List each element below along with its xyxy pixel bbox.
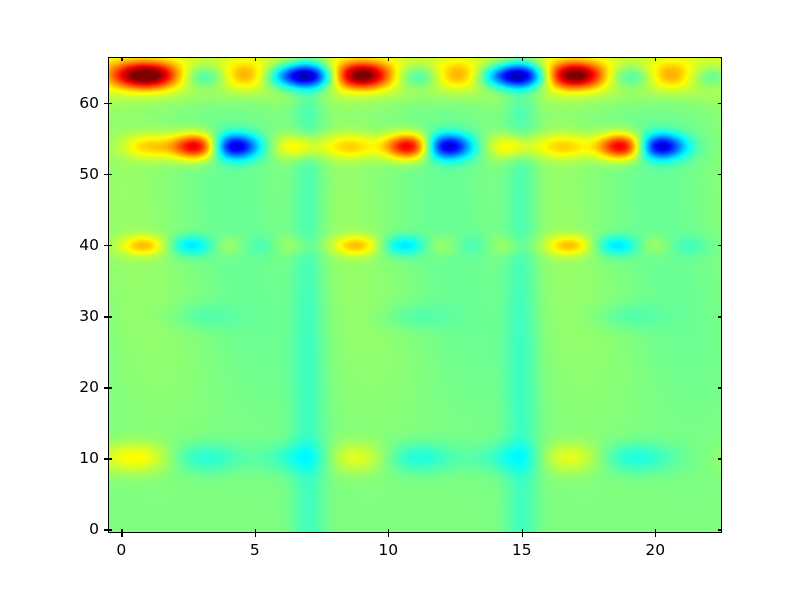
y-tick-label-4: 40: [79, 236, 99, 255]
x-tick-mark: [121, 533, 123, 537]
x-tick-mark-inner: [388, 529, 390, 533]
x-tick-label-3: 15: [511, 541, 532, 559]
y-tick-mark-inner: [108, 245, 112, 247]
y-tick-label-2: 20: [79, 378, 99, 397]
y-tick-mark-right: [718, 387, 722, 389]
x-tick-label-2: 10: [378, 541, 399, 559]
y-tick-mark-inner: [108, 529, 112, 531]
x-tick-mark: [655, 533, 657, 537]
x-tick-mark-top: [521, 57, 523, 61]
x-tick-mark-top: [254, 57, 256, 61]
x-tick-mark-top: [121, 57, 123, 61]
y-tick-mark-inner: [108, 387, 112, 389]
y-tick-label-6: 60: [79, 94, 99, 113]
x-tick-label-4: 20: [645, 541, 666, 559]
x-tick-mark-inner: [121, 529, 123, 533]
x-tick-mark-top: [655, 57, 657, 61]
heatmap-image: [109, 58, 721, 532]
heatmap-axes: [108, 57, 722, 533]
y-tick-label-3: 30: [79, 307, 99, 326]
x-tick-mark: [521, 533, 523, 537]
x-tick-mark: [388, 533, 390, 537]
x-tick-mark: [254, 533, 256, 537]
y-tick-mark-inner: [108, 458, 112, 460]
y-tick-mark-inner: [108, 103, 112, 105]
y-tick-mark-right: [718, 529, 722, 531]
y-tick-label-0: 0: [89, 520, 99, 539]
x-tick-label-1: 5: [249, 541, 260, 559]
y-tick-mark-inner: [108, 316, 112, 318]
x-tick-mark-inner: [655, 529, 657, 533]
y-tick-mark: [104, 103, 108, 105]
y-tick-mark: [104, 529, 108, 531]
y-tick-mark: [104, 316, 108, 318]
x-tick-mark-top: [388, 57, 390, 61]
y-tick-mark-right: [718, 458, 722, 460]
y-tick-mark: [104, 458, 108, 460]
x-tick-mark-inner: [521, 529, 523, 533]
y-tick-mark-inner: [108, 174, 112, 176]
y-tick-mark: [104, 387, 108, 389]
y-tick-mark-right: [718, 316, 722, 318]
x-tick-label-0: 0: [116, 541, 127, 559]
y-tick-mark-right: [718, 103, 722, 105]
x-tick-mark-inner: [254, 529, 256, 533]
y-tick-mark: [104, 245, 108, 247]
y-tick-mark-right: [718, 174, 722, 176]
y-tick-label-1: 10: [79, 449, 99, 468]
y-tick-label-5: 50: [79, 165, 99, 184]
y-tick-mark: [104, 174, 108, 176]
y-tick-mark-right: [718, 245, 722, 247]
